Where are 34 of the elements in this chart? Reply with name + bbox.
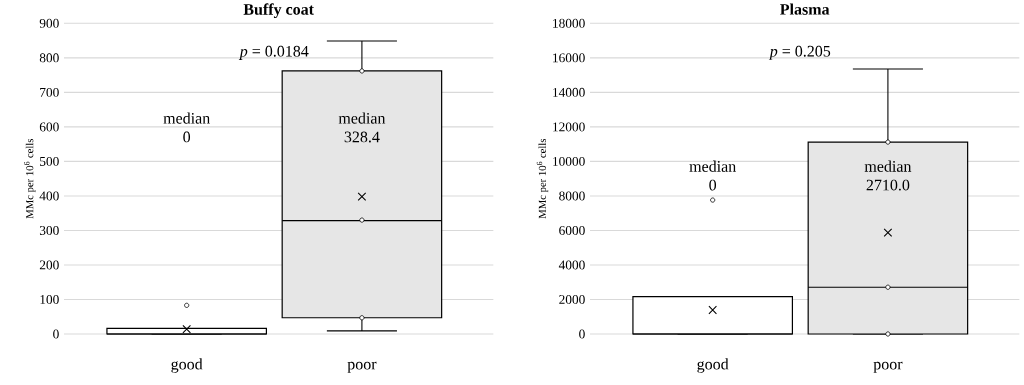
y-tick-label: 4000 <box>558 260 585 270</box>
y-tick-label: 12000 <box>553 122 585 132</box>
chart-title: Buffy coat <box>243 3 314 18</box>
annotation: p = 0.0184 <box>238 45 309 60</box>
y-tick-label: 800 <box>39 53 59 63</box>
y-tick-label: 16000 <box>553 53 585 63</box>
y-axis-title: MMc per 10$^{6}$ cells <box>536 138 549 219</box>
y-tick-label: 18000 <box>553 18 585 28</box>
y-tick-label: 0 <box>53 329 59 339</box>
annotation: p = 0.205 <box>768 45 831 60</box>
y-axis-title: MMc per 10$^{6}$ cells <box>24 138 36 219</box>
annotation: median 0 <box>689 160 736 191</box>
y-tick-label: 10000 <box>553 156 585 166</box>
annotation: median 328.4 <box>338 112 386 143</box>
y-tick-label: 900 <box>39 18 59 28</box>
x-tick-label: poor <box>873 361 903 373</box>
chart-title: Plasma <box>780 3 830 15</box>
y-tick-label: 500 <box>40 156 59 166</box>
y-tick-label: 0 <box>579 329 585 339</box>
y-tick-label: 8000 <box>559 191 585 201</box>
annotation: median 2710.0 <box>864 160 912 191</box>
y-tick-label: 300 <box>39 225 59 235</box>
y-tick-label: 14000 <box>553 87 585 97</box>
annotation: median 0 <box>163 112 210 143</box>
x-tick-label: good <box>697 358 729 373</box>
x-tick-label: poor <box>347 361 377 373</box>
y-tick-label: 700 <box>40 87 59 97</box>
y-tick-label: 600 <box>39 122 59 132</box>
x-tick-label: good <box>171 358 203 373</box>
y-tick-label: 400 <box>39 191 59 201</box>
y-tick-label: 6000 <box>559 225 585 235</box>
y-tick-label: 100 <box>40 294 59 304</box>
y-tick-label: 2000 <box>559 294 585 304</box>
y-tick-label: 200 <box>39 260 59 270</box>
